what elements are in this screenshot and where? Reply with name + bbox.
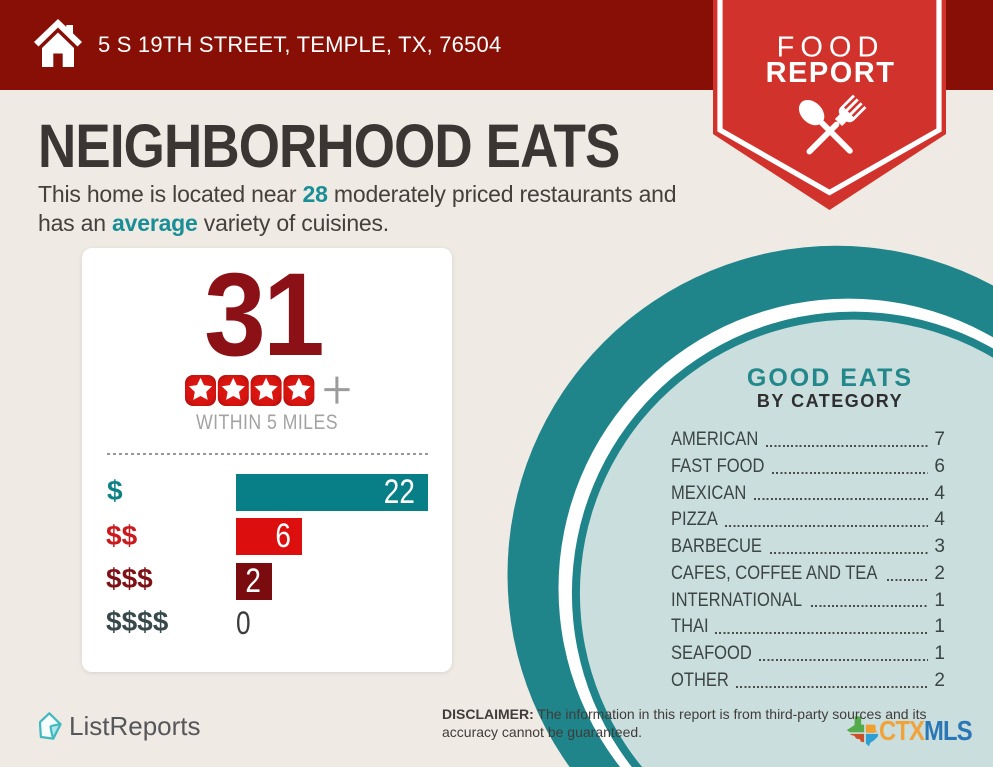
- svg-text:FOOD: FOOD: [777, 32, 885, 64]
- svg-text:REPORT: REPORT: [766, 57, 896, 89]
